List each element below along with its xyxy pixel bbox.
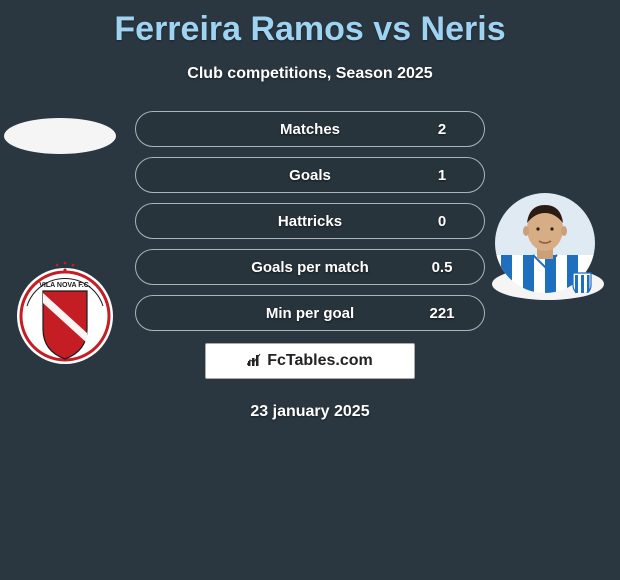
stat-row: Goals 1 [135, 157, 485, 193]
brand-box[interactable]: FcTables.com [205, 343, 415, 379]
stat-label: Goals [202, 167, 418, 184]
stat-right-value: 221 [418, 305, 466, 322]
avai-crest-icon [573, 273, 591, 293]
stat-row: Matches 2 [135, 111, 485, 147]
stat-right-value: 2 [418, 121, 466, 138]
page-subtitle: Club competitions, Season 2025 [0, 65, 620, 83]
player-right-avatar [495, 193, 595, 293]
brand-label: FcTables.com [267, 352, 373, 370]
stat-right-value: 0 [418, 213, 466, 230]
date-line: 23 january 2025 [0, 403, 620, 421]
vila-nova-shield-icon: VILA NOVA F.C. [15, 251, 115, 381]
stat-label: Matches [202, 121, 418, 138]
player-left-block: VILA NOVA F.C. [10, 193, 120, 381]
bar-chart-icon [247, 353, 263, 369]
stat-row: Hattricks 0 [135, 203, 485, 239]
stat-row: Min per goal 221 [135, 295, 485, 331]
page-title: Ferreira Ramos vs Neris [0, 0, 620, 49]
stat-label: Hattricks [202, 213, 418, 230]
stat-right-value: 1 [418, 167, 466, 184]
stats-list: Matches 2 Goals 1 Hattricks 0 Goals per … [135, 111, 485, 331]
stat-row: Goals per match 0.5 [135, 249, 485, 285]
stat-label: Goals per match [202, 259, 418, 276]
player-right-block [490, 193, 600, 293]
stat-label: Min per goal [202, 305, 418, 322]
club-left-name: VILA NOVA F.C. [39, 282, 91, 289]
stat-right-value: 0.5 [418, 259, 466, 276]
